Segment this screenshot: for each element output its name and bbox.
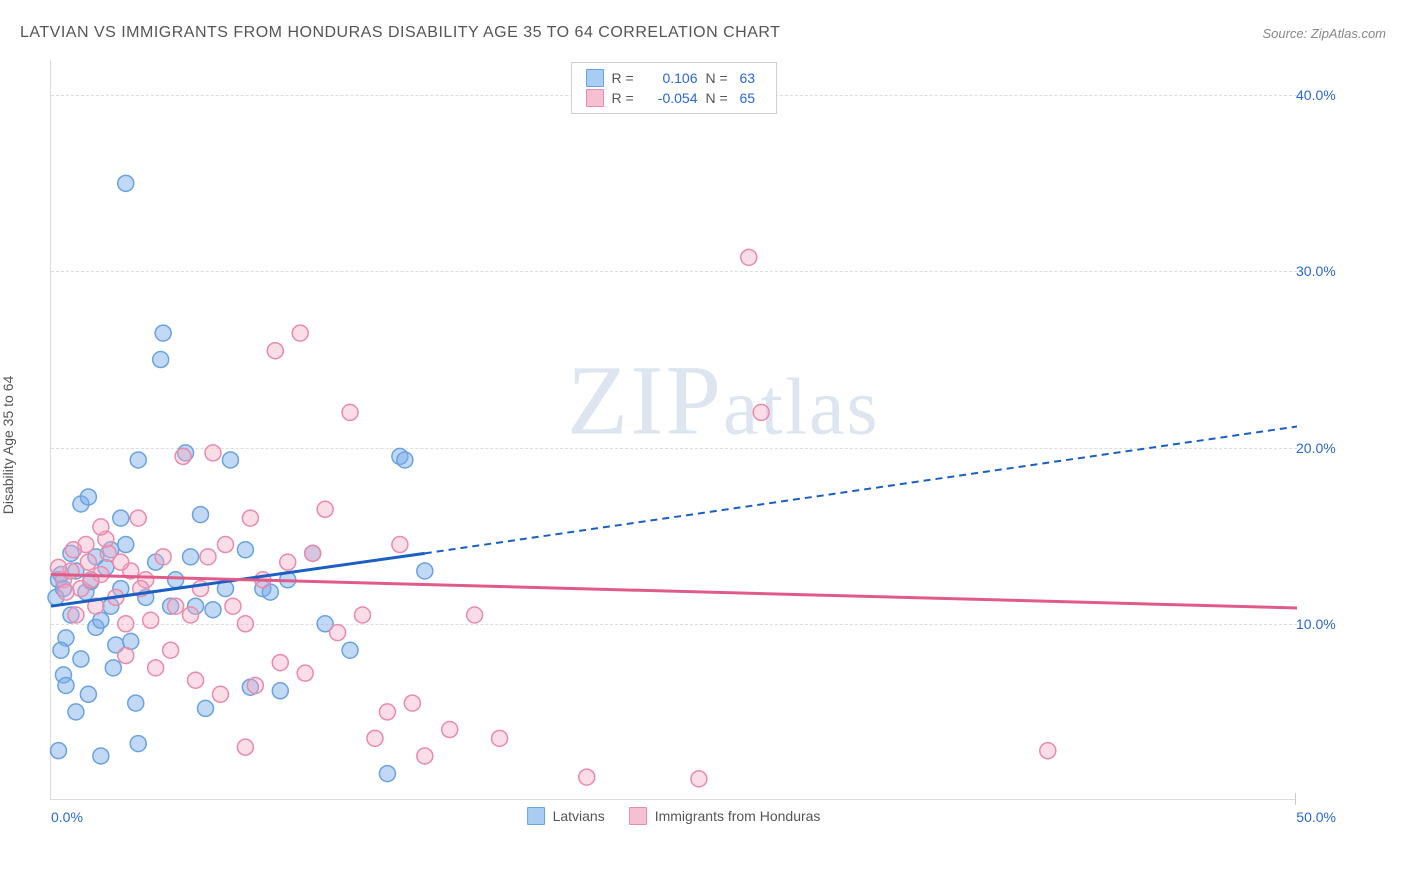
swatch-honduras — [586, 89, 604, 107]
r-value-latvians: 0.106 — [646, 70, 698, 86]
swatch-honduras-bottom — [629, 807, 647, 825]
scatter-svg — [51, 60, 1297, 800]
series-legend: Latvians Immigrants from Honduras — [527, 807, 821, 825]
swatch-latvians — [586, 69, 604, 87]
y-tick-label: 40.0% — [1296, 87, 1346, 103]
y-tick-label: 20.0% — [1296, 440, 1346, 456]
n-value-latvians: 63 — [740, 70, 762, 86]
n-value-honduras: 65 — [740, 90, 762, 106]
r-label: R = — [612, 70, 638, 86]
legend-label-honduras: Immigrants from Honduras — [655, 808, 821, 824]
legend-row-latvians: R = 0.106 N = 63 — [586, 69, 762, 87]
n-label: N = — [706, 70, 732, 86]
r-label: R = — [612, 90, 638, 106]
legend-row-honduras: R = -0.054 N = 65 — [586, 89, 762, 107]
y-tick-label: 10.0% — [1296, 616, 1346, 632]
legend-label-latvians: Latvians — [553, 808, 605, 824]
n-label: N = — [706, 90, 732, 106]
y-tick-label: 30.0% — [1296, 263, 1346, 279]
x-tick-max: 50.0% — [1296, 809, 1336, 825]
legend-item-latvians: Latvians — [527, 807, 605, 825]
source-attribution: Source: ZipAtlas.com — [1262, 26, 1386, 41]
x-end-tick-mark — [1295, 793, 1296, 805]
x-tick-min: 0.0% — [51, 809, 83, 825]
correlation-legend: R = 0.106 N = 63 R = -0.054 N = 65 — [571, 62, 777, 114]
swatch-latvians-bottom — [527, 807, 545, 825]
plot-region: ZIPatlas 10.0%20.0%30.0%40.0% R = 0.106 … — [50, 60, 1296, 800]
y-axis-label: Disability Age 35 to 64 — [0, 376, 16, 515]
legend-item-honduras: Immigrants from Honduras — [629, 807, 821, 825]
r-value-honduras: -0.054 — [646, 90, 698, 106]
chart-title: LATVIAN VS IMMIGRANTS FROM HONDURAS DISA… — [20, 24, 780, 42]
chart-area: Disability Age 35 to 64 ZIPatlas 10.0%20… — [50, 60, 1336, 830]
